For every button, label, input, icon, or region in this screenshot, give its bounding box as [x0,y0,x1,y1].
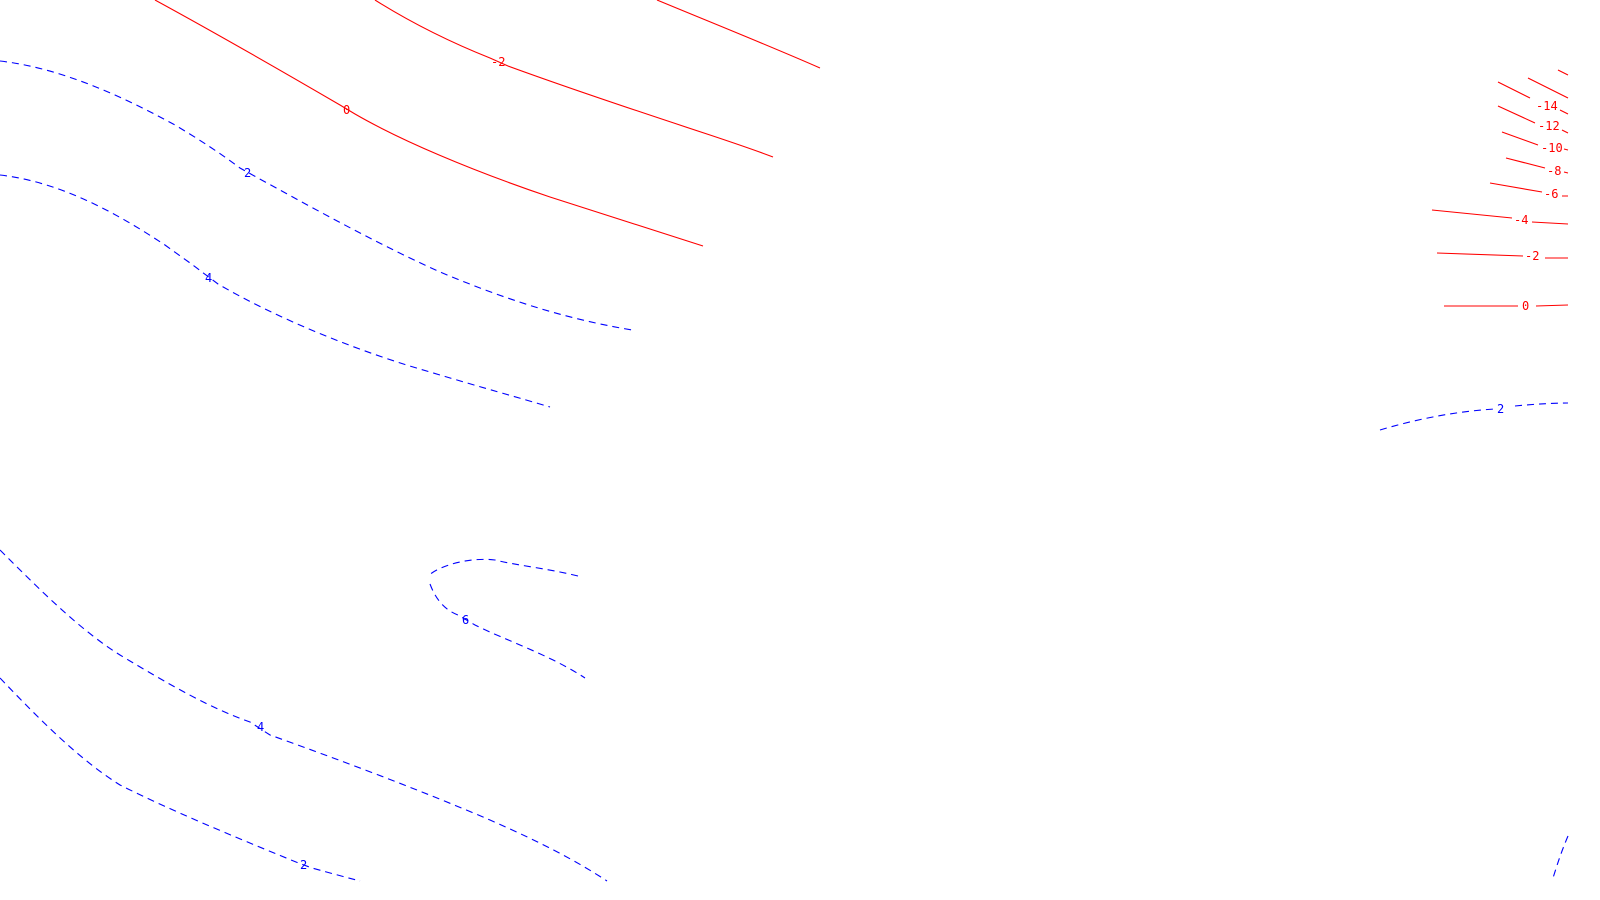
contour-line-0 [154,0,704,247]
contour-line-pos4-lower [0,549,608,882]
contour-label-pos2-right: 2 [1497,402,1504,416]
contour-line-pos-bottom-right [1552,835,1569,879]
contour-label-neg10: -10 [1541,141,1563,155]
contour-line-neg14 [1497,81,1569,115]
contour-line-neg12 [1497,105,1569,134]
contour-line-pos2-lower [0,677,361,882]
contour-line-pos4-upper [0,174,551,408]
contour-label-neg12: -12 [1538,119,1560,133]
contour-line-pos2-upper [0,60,633,331]
contour-line-pos6 [427,558,586,679]
contour-line-neg8 [1505,157,1569,174]
contour-line-neg2-right [1436,252,1568,259]
contour-label-0-right: 0 [1522,299,1529,313]
contour-line-neg2 [374,0,774,158]
contour-label-neg8: -8 [1547,164,1561,178]
contour-label-pos4-upper: 4 [205,271,212,285]
contour-label-neg14: -14 [1536,99,1558,113]
contour-label-pos6: 6 [462,613,469,627]
contour-label-neg2-right: -2 [1525,249,1539,263]
contour-line-0-right [1444,304,1569,307]
contour-label-neg6: -6 [1544,187,1558,201]
contour-line-pos2-right [1379,402,1569,431]
contour-line-unlabeled [656,0,821,69]
contour-line-neg4 [1431,209,1569,225]
contour-label-pos2-upper: 2 [244,166,251,180]
contour-label-pos2-lower: 2 [300,858,307,872]
contour-label-neg2: -2 [491,55,505,69]
contour-label-0: 0 [343,103,350,117]
contour-line-neg10 [1501,131,1569,151]
contour-line-tiny-upper-right [1527,69,1569,99]
contour-line-neg6 [1489,182,1568,197]
contour-label-neg4: -4 [1514,213,1528,227]
contour-label-pos4-lower: 4 [257,720,264,734]
